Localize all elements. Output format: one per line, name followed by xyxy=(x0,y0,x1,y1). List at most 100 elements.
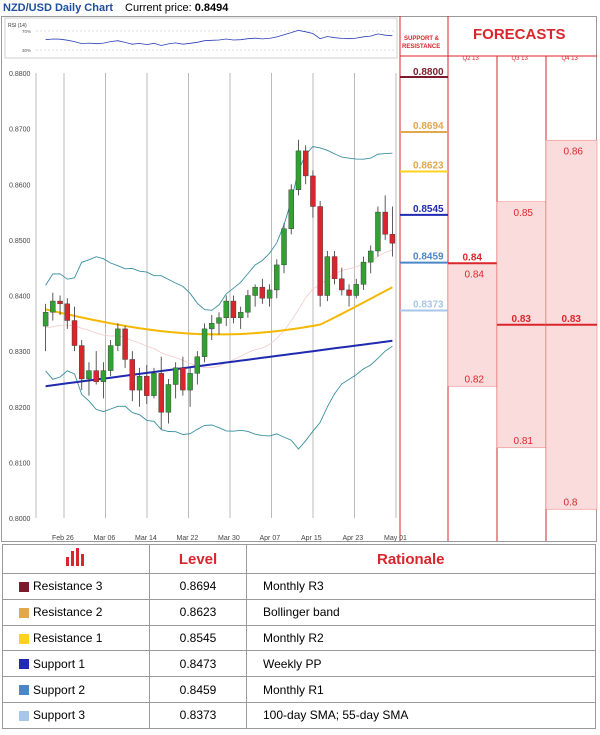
x-tick-label: Feb 26 xyxy=(52,535,74,542)
candle-body xyxy=(165,384,172,413)
y-tick-label: 0.8400 xyxy=(9,294,31,301)
x-tick-label: Apr 07 xyxy=(260,535,281,542)
level-swatch xyxy=(19,633,29,644)
level-name: Support 2 xyxy=(2,676,150,703)
chart-area: RSI (14)70% 30% Feb 26 Mar 06 Mar 14 Mar 22 Ma… xyxy=(1,16,598,542)
forecast-high: 0.85 xyxy=(514,208,534,219)
candle-body xyxy=(360,261,367,285)
rsi-tick: 30% xyxy=(22,48,31,53)
candle-body xyxy=(245,295,251,313)
candle-body xyxy=(172,367,179,385)
sr-header: SUPPORT & xyxy=(404,36,440,42)
candle-body xyxy=(115,328,121,346)
candle-body xyxy=(100,370,107,382)
candle-body xyxy=(259,286,266,299)
candle-body xyxy=(230,300,237,318)
candle-body xyxy=(324,256,331,296)
candle-body xyxy=(223,300,229,318)
forecast-low: 0.81 xyxy=(514,436,534,447)
table-row: Resistance 2 0.8623 Bollinger band xyxy=(2,598,596,626)
candle-body xyxy=(266,289,273,299)
rationale-header: Rationale xyxy=(246,544,596,574)
rsi-label: RSI (14) xyxy=(8,23,27,29)
level-label-top: 0.8800 xyxy=(413,67,444,78)
forecast-high: 0.86 xyxy=(564,146,584,157)
forecast-range xyxy=(447,262,498,387)
candle-body xyxy=(79,345,85,380)
x-tick-label: Apr 23 xyxy=(343,535,364,542)
forecasts-title: FORECASTS xyxy=(473,26,566,43)
level-rationale: Monthly R2 xyxy=(246,624,596,652)
x-tick-label: Mar 14 xyxy=(135,535,157,542)
candle-body xyxy=(42,311,49,327)
table-row: Resistance 1 0.8545 Monthly R2 xyxy=(2,624,596,652)
candle-body xyxy=(209,323,215,330)
candle-body xyxy=(136,375,143,391)
candle-body xyxy=(57,300,63,305)
candle-body xyxy=(331,256,338,280)
candle-body xyxy=(187,373,193,391)
table-row: Resistance 3 0.8694 Monthly R3 xyxy=(2,573,596,600)
bar-chart-icon xyxy=(2,544,150,574)
x-tick-label: May 01 xyxy=(384,535,407,542)
current-price: Current price: 0.8494 xyxy=(125,2,229,14)
candle-body xyxy=(389,234,396,244)
x-tick-label: Mar 06 xyxy=(94,535,116,542)
y-tick-label: 0.8100 xyxy=(9,460,31,467)
level-label: 0.8373 xyxy=(413,300,444,311)
level-value: 0.8473 xyxy=(149,650,247,678)
rsi-panel xyxy=(4,17,398,59)
candle-body xyxy=(317,206,323,296)
level-label: 0.8694 xyxy=(413,121,444,132)
candle-body xyxy=(107,345,114,371)
rsi-tick: 70% xyxy=(22,29,31,34)
candle-body xyxy=(129,359,136,391)
candle-body xyxy=(368,250,374,263)
pair-title: NZD/USD Daily Chart xyxy=(3,2,114,14)
level-name: Support 1 xyxy=(2,650,150,678)
level-rationale: Weekly PP xyxy=(246,650,596,678)
candle-body xyxy=(252,286,258,296)
level-swatch xyxy=(19,685,29,696)
candle-body xyxy=(122,328,128,360)
bollinger-lower xyxy=(45,345,393,450)
candle-body xyxy=(71,320,78,346)
candle-body xyxy=(375,211,381,252)
y-tick-label: 0.8200 xyxy=(9,405,31,412)
forecast-current: 0.83 xyxy=(562,314,582,325)
level-label: 0.8459 xyxy=(413,252,444,263)
y-tick-label: 0.8600 xyxy=(9,182,31,189)
y-tick-label: 0.8700 xyxy=(9,127,31,134)
candle-body xyxy=(339,278,345,291)
y-tick-label: 0.8800 xyxy=(9,71,31,78)
level-value: 0.8694 xyxy=(149,573,247,600)
y-tick-label: 0.8500 xyxy=(9,238,31,245)
table-row: Support 2 0.8459 Monthly R1 xyxy=(2,676,596,703)
level-rationale: Bollinger band xyxy=(246,598,596,626)
candle-body xyxy=(194,356,201,374)
table-row: Support 1 0.8473 Weekly PP xyxy=(2,650,596,678)
level-swatch xyxy=(19,582,29,592)
level-value: 0.8623 xyxy=(149,598,247,626)
candle-body xyxy=(64,303,70,321)
candle-body xyxy=(50,300,56,313)
level-swatch xyxy=(19,710,29,721)
candle-body xyxy=(86,370,92,380)
candle-body xyxy=(216,317,222,324)
level-label: 0.8623 xyxy=(413,160,444,171)
bollinger-mid xyxy=(45,249,393,369)
level-rationale: 100-day SMA; 55-day SMA xyxy=(246,701,596,729)
forecast-current: 0.84 xyxy=(463,252,483,263)
level-name: Resistance 3 xyxy=(2,573,150,600)
candle-body xyxy=(288,189,294,229)
candle-body xyxy=(180,367,186,391)
level-name: Support 3 xyxy=(2,701,150,729)
forecast-low: 0.8 xyxy=(564,497,578,508)
y-tick-label: 0.8000 xyxy=(9,516,31,523)
candle-body xyxy=(346,289,352,296)
candle-body xyxy=(158,373,164,413)
candle-body xyxy=(274,264,280,291)
table-row: Support 3 0.8373 100-day SMA; 55-day SMA xyxy=(2,701,596,729)
rsi-series xyxy=(45,29,393,46)
level-rationale: Monthly R1 xyxy=(246,676,596,703)
